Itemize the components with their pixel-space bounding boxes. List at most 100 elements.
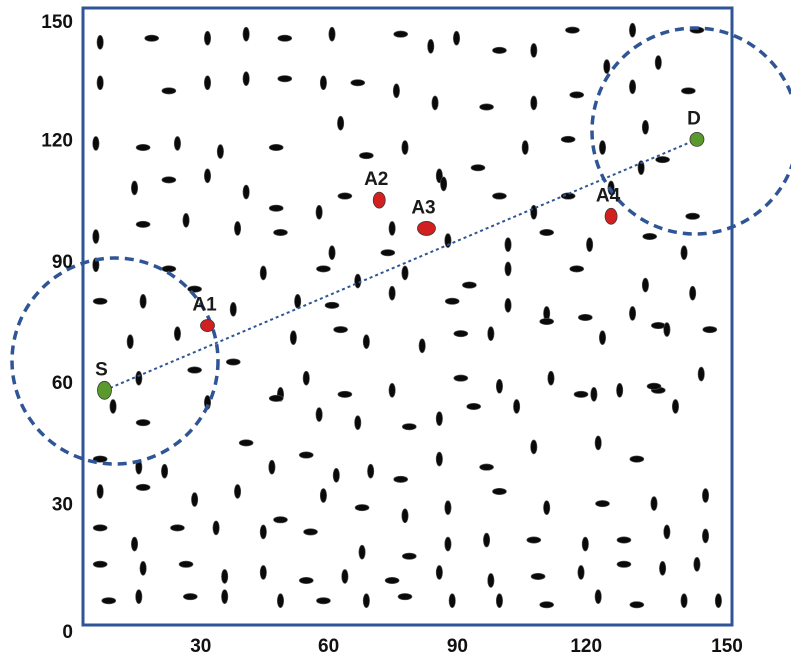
sensor-node <box>702 488 710 503</box>
sensor-node <box>569 91 585 99</box>
anchor-node-3-marker <box>417 221 436 236</box>
sensor-node <box>513 399 521 414</box>
sensor-node <box>569 265 585 273</box>
sensor-node <box>629 22 637 38</box>
sensor-node <box>212 520 220 536</box>
sensor-node <box>350 79 366 87</box>
sensor-node <box>268 204 284 212</box>
sensor-node <box>603 59 611 74</box>
sensor-node <box>495 378 503 394</box>
sensor-node <box>504 237 512 252</box>
sensor-node <box>238 439 254 447</box>
sensor-node <box>470 164 486 172</box>
sensor-node <box>530 95 538 111</box>
sensor-node <box>259 265 267 281</box>
sensor-node <box>388 221 396 236</box>
sensor-node <box>92 257 100 273</box>
x-tick-label: 150 <box>711 636 743 657</box>
sensor-node <box>324 301 340 309</box>
sensor-node <box>689 285 697 301</box>
sensor-node <box>380 249 396 257</box>
sensor-node <box>359 152 374 160</box>
sensor-node <box>479 463 494 471</box>
sensor-node <box>268 459 276 475</box>
y-tick-label: 30 <box>52 495 73 516</box>
sensor-node <box>440 176 448 192</box>
sensor-node <box>543 500 551 515</box>
anchor-node-2-label: A2 <box>364 169 388 190</box>
sensor-node <box>453 374 469 382</box>
sensor-node <box>577 565 585 580</box>
sensor-node <box>401 508 409 524</box>
route-line <box>104 138 698 392</box>
sensor-node <box>578 313 593 321</box>
sensor-node <box>629 306 637 321</box>
x-tick-label: 30 <box>190 636 211 657</box>
sensor-node <box>303 528 318 536</box>
sensor-node <box>435 411 443 426</box>
sensor-node <box>315 204 323 220</box>
sensor-node <box>487 573 495 588</box>
sensor-node <box>178 560 194 568</box>
sensor-node <box>650 496 658 511</box>
source-node-marker <box>97 380 112 400</box>
sensor-node <box>316 265 331 273</box>
sensor-node <box>315 407 323 422</box>
y-tick-label: 0 <box>62 622 73 643</box>
sensor-node <box>629 79 637 95</box>
sensor-node <box>191 492 199 507</box>
sensor-node <box>362 593 370 609</box>
sensor-node <box>187 285 202 293</box>
sensor-node <box>276 593 284 609</box>
sensor-node <box>685 212 700 220</box>
sensor-node <box>298 576 314 584</box>
sensor-node <box>302 370 310 386</box>
sensor-node <box>435 451 443 467</box>
sensor-node <box>565 26 580 34</box>
sensor-node <box>131 180 139 196</box>
sensor-node <box>651 322 666 330</box>
sensor-node <box>204 30 212 46</box>
sensor-node <box>616 560 632 568</box>
sensor-node <box>135 143 151 151</box>
sensor-node <box>225 358 241 366</box>
sensor-node <box>135 220 151 228</box>
anchor-node-3-label: A3 <box>411 197 435 218</box>
sensor-node <box>453 30 461 46</box>
sensor-node <box>173 136 181 151</box>
sensor-node <box>616 382 624 398</box>
sensor-node <box>680 245 688 261</box>
sensor-node <box>204 75 212 91</box>
sensor-node <box>333 326 348 334</box>
sensor-node <box>183 593 198 601</box>
sensor-node <box>319 75 327 91</box>
sensor-node <box>337 390 353 398</box>
sensor-node <box>530 439 538 455</box>
sensor-node <box>448 593 456 609</box>
destination-node-label: D <box>687 108 701 129</box>
sensor-node <box>659 561 667 576</box>
sensor-node <box>693 556 701 572</box>
y-tick-label: 120 <box>41 130 73 151</box>
sensor-node <box>680 593 688 609</box>
sensor-node <box>397 593 413 601</box>
sensor-node <box>581 536 589 552</box>
x-tick-label: 120 <box>570 636 602 657</box>
sensor-node <box>92 136 100 151</box>
sensor-node <box>216 144 224 159</box>
anchor-node-2-marker <box>372 191 386 209</box>
sensor-node <box>161 176 177 184</box>
sensor-node <box>109 399 117 414</box>
sensor-node <box>161 463 169 479</box>
destination-range-circle <box>590 26 791 236</box>
anchor-node-4-marker <box>604 207 618 225</box>
sensor-node <box>393 30 409 38</box>
sensor-node <box>427 39 435 54</box>
sensor-node <box>495 593 503 609</box>
sensor-node <box>294 293 302 309</box>
sensor-node <box>646 382 662 390</box>
sensor-node <box>521 140 529 155</box>
sensor-node <box>539 228 554 236</box>
sensor-node <box>702 326 718 334</box>
